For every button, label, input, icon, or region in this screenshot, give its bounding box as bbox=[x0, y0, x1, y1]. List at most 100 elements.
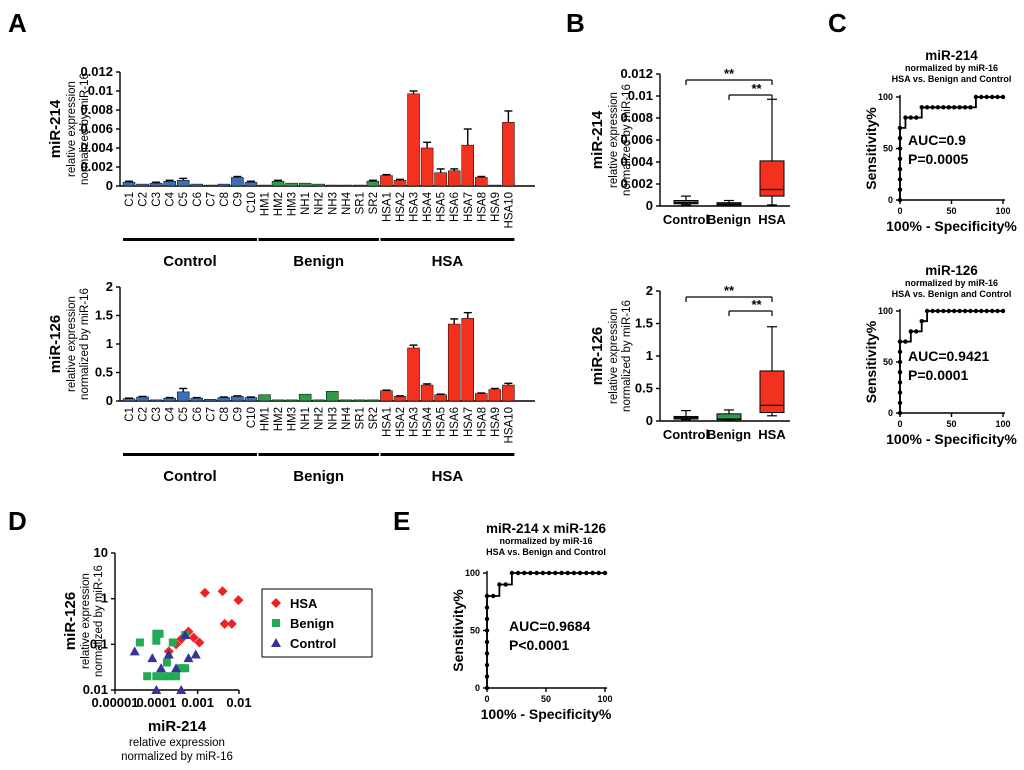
roc-point bbox=[484, 674, 490, 679]
roc-point bbox=[534, 570, 539, 576]
category-label: HSA6 bbox=[449, 407, 461, 437]
x-tick-label: 50 bbox=[541, 694, 551, 704]
bar bbox=[244, 181, 258, 187]
category-label: C10 bbox=[246, 407, 258, 428]
bar bbox=[298, 393, 312, 402]
category-label: HSA8 bbox=[476, 192, 488, 222]
roc-point bbox=[919, 105, 924, 110]
group-label: Benign bbox=[293, 253, 344, 270]
x-tick-label: 0.01 bbox=[226, 695, 251, 710]
category-label: C7 bbox=[205, 192, 217, 207]
bar bbox=[502, 384, 515, 402]
y-axis-subtitle: normalized by miR-16 bbox=[621, 84, 633, 196]
roc-point bbox=[989, 94, 995, 100]
y-tick-label: 0 bbox=[646, 413, 653, 428]
x-tick-label: 0.001 bbox=[181, 695, 214, 710]
bar bbox=[285, 182, 298, 187]
roc-point bbox=[979, 94, 984, 100]
legend-box bbox=[261, 588, 373, 658]
bar bbox=[231, 396, 244, 402]
scatter-point-square bbox=[164, 672, 173, 681]
category-label: NH3 bbox=[327, 192, 339, 215]
bar bbox=[312, 183, 325, 187]
bar bbox=[149, 182, 163, 187]
legend-label: Control bbox=[290, 636, 336, 651]
roc-point bbox=[957, 308, 962, 314]
y-tick-label: 0.002 bbox=[80, 159, 113, 174]
scatter-point-triangle bbox=[151, 685, 162, 694]
roc-point bbox=[941, 308, 946, 314]
y-tick-label: 1.5 bbox=[95, 308, 113, 323]
panel-label-a: A bbox=[8, 8, 27, 38]
y-tick-label: 0 bbox=[888, 408, 893, 418]
bar bbox=[285, 399, 298, 402]
roc-point bbox=[946, 105, 952, 110]
y-tick-label: 0.012 bbox=[620, 66, 653, 81]
group-bracket bbox=[258, 238, 379, 241]
category-label: NH2 bbox=[314, 407, 326, 430]
roc-point bbox=[484, 593, 490, 599]
roc-point bbox=[546, 570, 552, 576]
roc-point bbox=[930, 105, 935, 110]
scatter-point-triangle bbox=[129, 646, 140, 656]
significance-label: ** bbox=[751, 81, 762, 96]
y-tick-label: 50 bbox=[883, 144, 893, 154]
category-label: NH4 bbox=[341, 406, 353, 430]
x-axis-subtitle: relative expression bbox=[129, 737, 225, 749]
x-tick-label: 100 bbox=[995, 206, 1010, 216]
bar bbox=[190, 397, 203, 402]
category-label: HSA2 bbox=[395, 192, 407, 222]
category-label: Benign bbox=[707, 212, 751, 227]
legend-label: Benign bbox=[290, 616, 334, 631]
category-label: HSA3 bbox=[409, 407, 421, 437]
category-label: C7 bbox=[205, 407, 217, 422]
roc-point bbox=[897, 410, 903, 416]
category-label: HSA1 bbox=[381, 192, 393, 222]
category-label: HSA6 bbox=[449, 192, 461, 222]
bar bbox=[434, 172, 447, 187]
group-label: Control bbox=[163, 253, 216, 270]
bar bbox=[488, 184, 502, 187]
bar bbox=[122, 181, 136, 187]
y-axis-subtitle: relative expression bbox=[608, 92, 620, 188]
roc-point bbox=[924, 105, 930, 110]
roc-point bbox=[528, 570, 533, 576]
roc-point bbox=[946, 308, 952, 314]
roc-point bbox=[979, 308, 984, 314]
legend-marker-square bbox=[272, 619, 280, 627]
category-label: HSA bbox=[758, 427, 786, 442]
y-tick-label: 0.01 bbox=[88, 83, 113, 98]
roc-point bbox=[897, 125, 903, 131]
y-axis-subtitle: relative expression bbox=[66, 296, 78, 392]
roc-point bbox=[897, 197, 903, 203]
chart-subtitle: normalized by miR-16 bbox=[905, 278, 998, 288]
roc-point bbox=[908, 329, 914, 334]
x-axis-title: 100% - Specificity% bbox=[886, 218, 1017, 234]
category-label: HSA7 bbox=[463, 407, 475, 437]
roc-point bbox=[935, 105, 941, 110]
category-label: HSA1 bbox=[381, 407, 393, 437]
y-tick-label: 0.006 bbox=[80, 121, 113, 136]
bar bbox=[122, 398, 136, 402]
chart-subtitle: HSA vs. Benign and Control bbox=[486, 547, 606, 557]
scatter-point-diamond bbox=[217, 586, 228, 597]
scatter-point-square bbox=[152, 629, 161, 638]
bar bbox=[461, 318, 474, 402]
y-tick-label: 0 bbox=[475, 683, 480, 693]
category-label: HM2 bbox=[273, 407, 285, 431]
y-tick-label: 1.5 bbox=[635, 316, 653, 331]
scatter-point-square bbox=[135, 638, 144, 647]
legend-label: HSA bbox=[290, 596, 318, 611]
roc-point bbox=[897, 359, 903, 365]
roc-point bbox=[503, 582, 508, 587]
x-tick-label: 100 bbox=[597, 694, 612, 704]
roc-point bbox=[908, 115, 914, 120]
auc-label: AUC=0.9421 bbox=[908, 348, 990, 364]
bar bbox=[366, 181, 380, 187]
bar bbox=[353, 184, 366, 187]
category-label: C9 bbox=[232, 407, 244, 422]
roc-point bbox=[491, 593, 496, 599]
group-label: HSA bbox=[432, 468, 464, 485]
roc-point bbox=[919, 319, 924, 324]
category-label: C2 bbox=[138, 192, 150, 207]
